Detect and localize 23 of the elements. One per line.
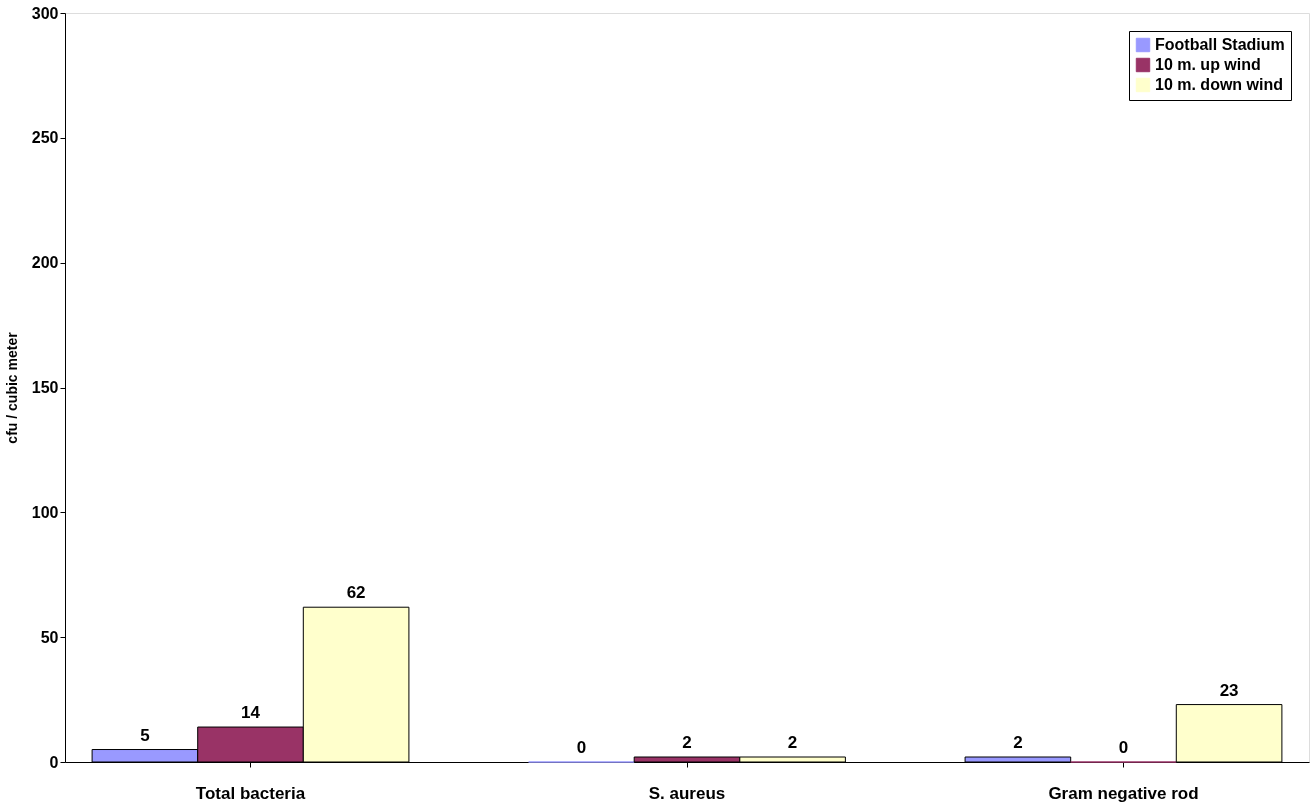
data-label: 0 [1118, 738, 1129, 757]
legend-label: 10 m. down wind [1155, 76, 1284, 93]
y-tick-label: 150 [31, 379, 59, 396]
y-axis-title: cfu / cubic meter [3, 331, 20, 444]
y-tick-label: 300 [31, 4, 59, 22]
y-tick-label: 100 [31, 503, 59, 521]
data-label: 62 [346, 583, 366, 603]
x-tick-label: Total bacteria [195, 783, 306, 803]
y-tick-label: 250 [31, 129, 59, 147]
data-label: 5 [140, 725, 150, 745]
data-label: 0 [576, 738, 587, 757]
y-tick-label: 0 [49, 753, 59, 771]
data-label: 2 [787, 733, 798, 753]
data-label: 2 [682, 733, 692, 753]
data-label: 14 [241, 703, 261, 723]
legend-label: 10 m. up wind [1155, 56, 1261, 73]
y-tick-label: 200 [31, 254, 59, 272]
x-tick-label: Gram negative rod [1048, 783, 1199, 803]
data-label: 23 [1219, 680, 1239, 700]
y-tick-label: 50 [40, 628, 59, 646]
x-tick-label: S. aureus [648, 783, 726, 803]
legend-label: Football Stadium [1155, 36, 1285, 53]
data-label: 2 [1013, 733, 1023, 753]
